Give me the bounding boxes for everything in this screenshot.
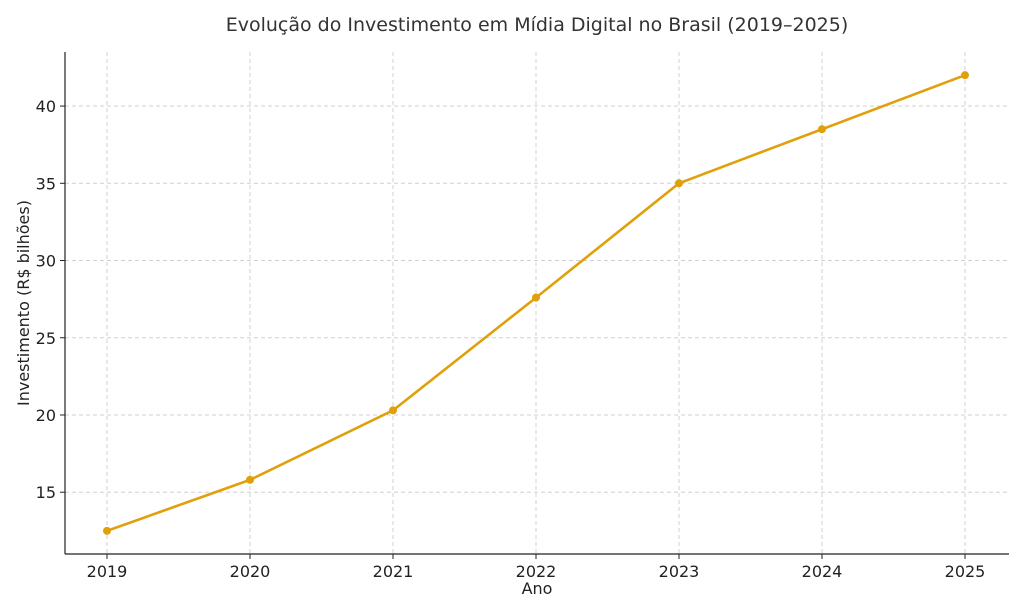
y-tick-label: 35 (36, 174, 56, 193)
x-tick-label: 2023 (659, 562, 700, 581)
series-layer (103, 71, 969, 535)
x-tick-label: 2021 (373, 562, 414, 581)
data-point (103, 526, 111, 535)
x-tick-label: 2025 (945, 562, 986, 581)
y-tick-label: 15 (36, 483, 56, 502)
data-point (675, 179, 683, 188)
y-tick-label: 30 (36, 252, 56, 271)
data-point (389, 406, 397, 415)
y-axis-label: Investimento (R$ bilhões) (14, 200, 33, 406)
y-tick-label: 40 (36, 97, 56, 116)
x-tick-label: 2019 (87, 562, 128, 581)
data-point (532, 293, 540, 302)
x-tick-label: 2022 (516, 562, 557, 581)
data-point (818, 125, 826, 134)
grid (65, 52, 1009, 554)
chart-title: Evolução do Investimento em Mídia Digita… (226, 14, 849, 36)
data-point (246, 475, 254, 484)
y-tick-label: 25 (36, 329, 56, 348)
x-axis-label: Ano (522, 579, 553, 598)
x-tick-label: 2024 (802, 562, 843, 581)
data-point (961, 71, 969, 80)
y-tick-label: 20 (36, 406, 56, 425)
x-tick-label: 2020 (230, 562, 271, 581)
